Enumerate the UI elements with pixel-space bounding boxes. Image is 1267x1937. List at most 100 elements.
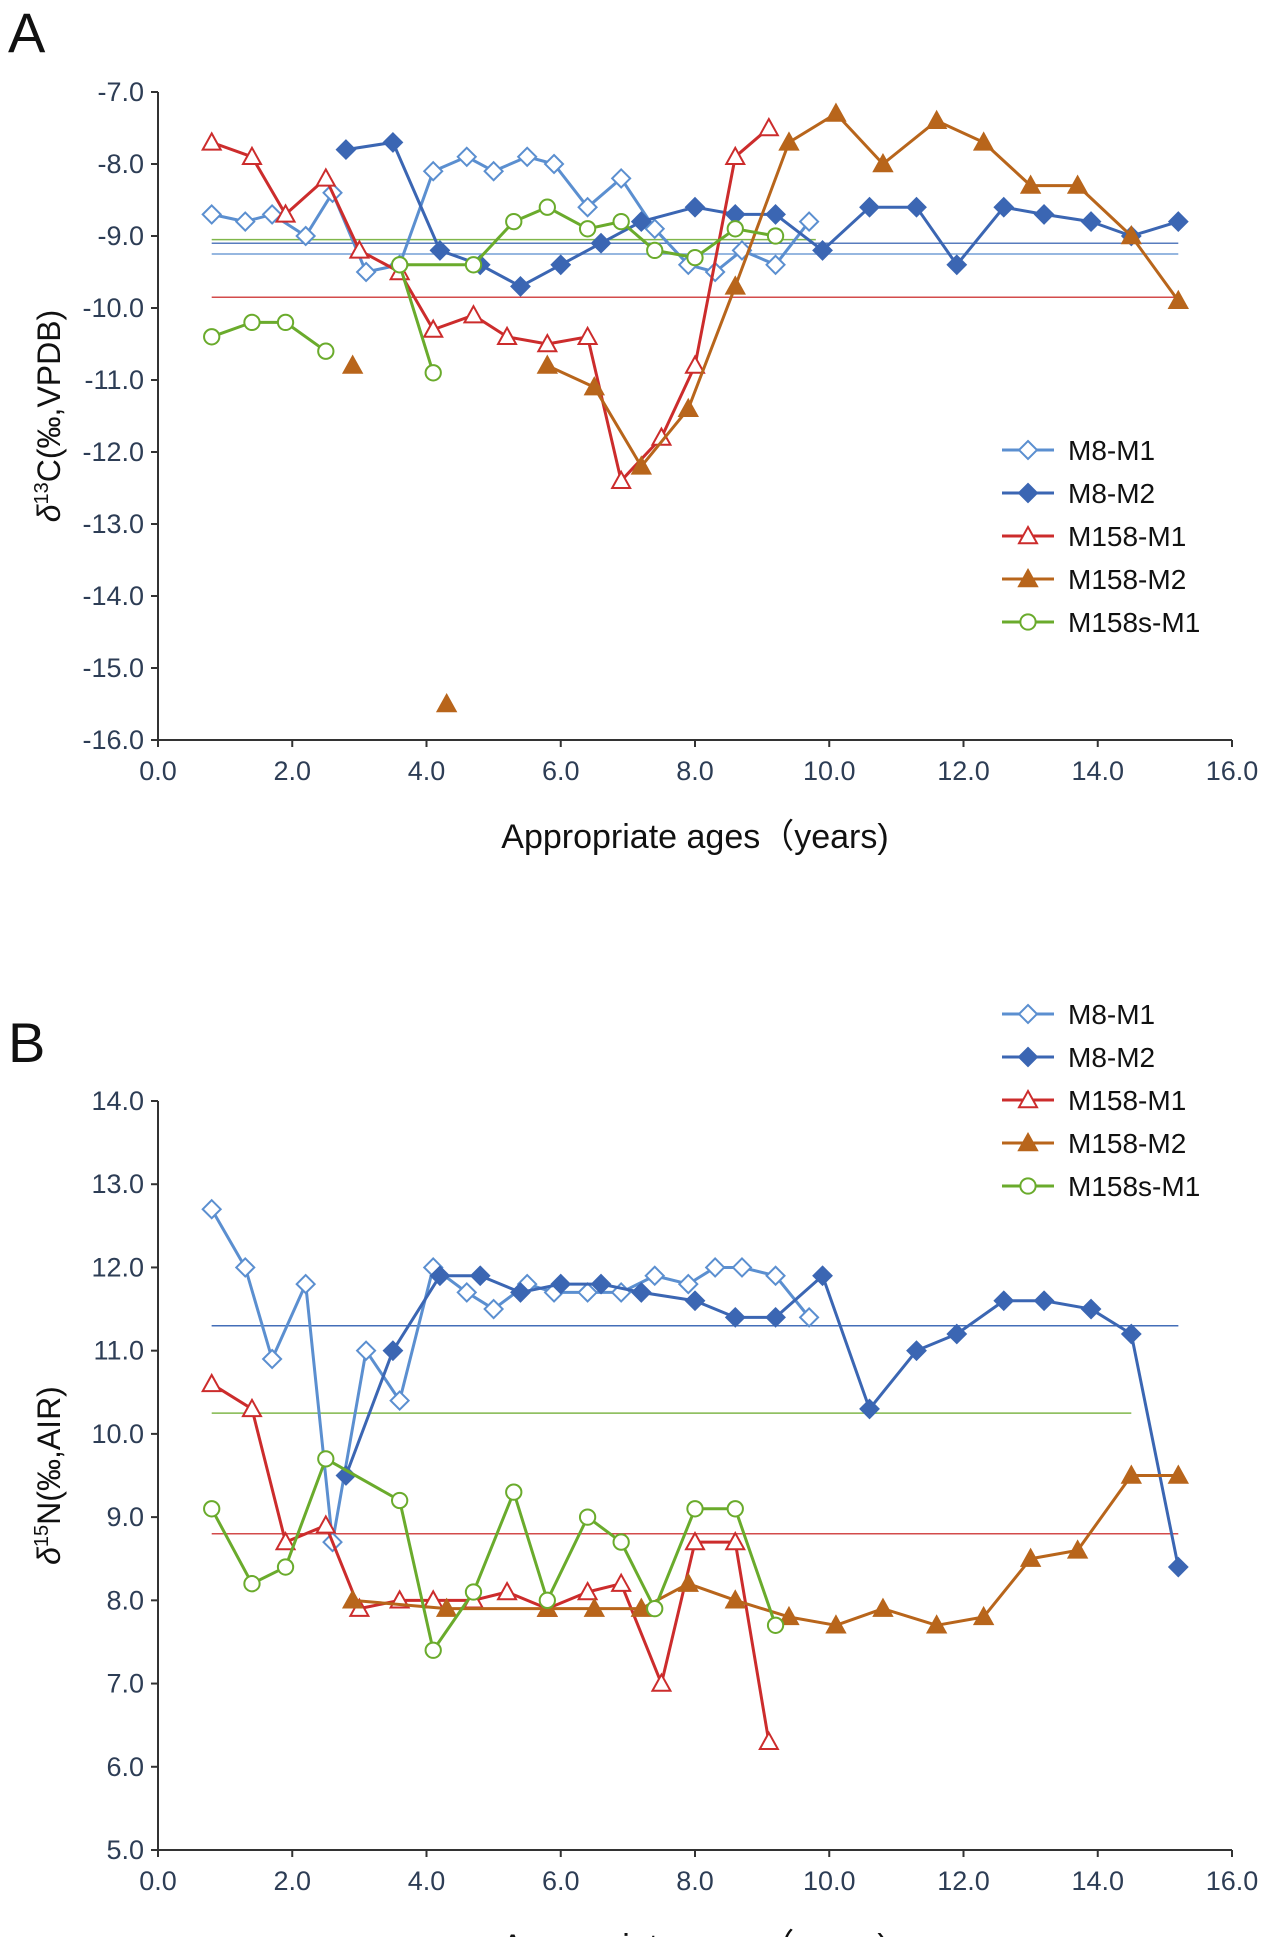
series-m158-m1 [201, 1372, 780, 1751]
data-point [765, 1306, 786, 1328]
y-tick-label: -11.0 [84, 365, 144, 395]
data-point [1167, 211, 1189, 233]
data-point [429, 239, 451, 261]
x-tick-label: 2.0 [273, 756, 311, 786]
x-tick-label: 14.0 [1071, 756, 1124, 786]
data-point [315, 167, 337, 187]
legend-marker [1019, 1177, 1037, 1195]
data-point [577, 1281, 599, 1303]
data-point [483, 160, 505, 182]
x-tick-label: 10.0 [803, 1866, 856, 1896]
data-point [391, 1491, 409, 1510]
data-point [590, 232, 612, 254]
data-point [382, 1340, 404, 1362]
data-point [612, 1533, 630, 1551]
data-point [644, 218, 666, 240]
data-point [1080, 1298, 1102, 1320]
x-tick-label: 10.0 [803, 756, 856, 786]
data-point [510, 275, 531, 297]
data-point [859, 1398, 880, 1420]
data-point [1033, 203, 1055, 225]
data-point [243, 313, 261, 332]
data-point [1167, 289, 1189, 309]
data-point [550, 254, 572, 276]
data-point [1167, 1556, 1189, 1578]
data-point [577, 196, 599, 218]
data-point [686, 248, 704, 267]
legend-label: M158-M1 [1068, 1085, 1186, 1116]
series-m158s-m1 [203, 1450, 785, 1659]
data-point [276, 1558, 295, 1576]
legend-label: M8-M1 [1068, 999, 1155, 1030]
series-line [546, 112, 1180, 468]
data-point [1080, 211, 1102, 233]
data-point [1167, 1464, 1189, 1484]
data-point [435, 1597, 458, 1617]
data-point [859, 196, 880, 218]
data-point [203, 1500, 221, 1518]
data-point [241, 1397, 263, 1418]
data-point [704, 261, 726, 283]
x-tick-label: 16.0 [1206, 1866, 1259, 1896]
data-point [1066, 174, 1089, 194]
data-point [724, 1531, 746, 1551]
y-tick-label: -8.0 [97, 149, 144, 179]
data-point [464, 256, 483, 274]
chart-b-svg: 14.0 13.0 12.0 11.0 10.0 9.0 8.0 7.0 6.0 5.00.0 2.… [31, 999, 1259, 1937]
series-m8-m1 [201, 1198, 820, 1553]
data-point [684, 354, 706, 374]
y-tick-label: -15.0 [82, 653, 144, 683]
data-point [765, 203, 786, 225]
data-point [972, 1605, 995, 1626]
data-point [583, 1597, 606, 1617]
data-point [798, 1306, 820, 1328]
x-tick-label: 14.0 [1071, 1866, 1124, 1896]
data-point [906, 1340, 927, 1362]
y-tick-label: 8.0 [106, 1585, 144, 1615]
data-point [972, 131, 995, 151]
data-point [536, 332, 559, 353]
chart-panel-b: B 14.0 13.0 12.0 11.0 10.0 9.0 8.0 7.0 6.0 5.0 0.0… [0, 960, 1267, 1937]
data-point [261, 203, 283, 225]
legend-marker [1017, 524, 1039, 545]
data-point [726, 1500, 744, 1518]
legend-marker [1019, 613, 1037, 631]
data-point [684, 1531, 706, 1551]
y-axis-label-rest: N(‰,AIR) [31, 1386, 67, 1525]
legend-label: M158-M2 [1068, 1128, 1186, 1159]
y-axis-label-sup: 13 [31, 482, 53, 504]
data-point [295, 1273, 317, 1295]
data-point [578, 220, 597, 238]
data-point [612, 212, 630, 231]
data-point [630, 1281, 652, 1303]
data-point [355, 1340, 377, 1362]
data-point [496, 1580, 518, 1601]
data-point [731, 1257, 753, 1278]
legend-label: M8-M2 [1068, 1042, 1155, 1073]
data-point [335, 139, 357, 161]
data-point [203, 328, 221, 346]
data-point [483, 1298, 505, 1320]
y-tick-label: -16.0 [82, 725, 144, 755]
data-point [543, 153, 565, 175]
data-point [650, 1672, 673, 1692]
data-point [389, 1390, 411, 1412]
data-point [765, 1265, 786, 1287]
data-point [201, 1198, 223, 1220]
data-point [906, 196, 927, 218]
y-tick-label: -10.0 [82, 293, 144, 323]
data-point [1019, 174, 1042, 194]
data-point [510, 1281, 531, 1303]
y-tick-label: -9.0 [97, 221, 144, 251]
data-point [496, 325, 518, 345]
series-m8-m2 [335, 1265, 1189, 1578]
data-point [274, 203, 297, 223]
data-point [435, 692, 458, 713]
y-axis-label-delta: δ [31, 1546, 67, 1565]
x-tick-label: 16.0 [1206, 756, 1259, 786]
data-point [724, 1306, 746, 1328]
data-point [317, 1450, 335, 1468]
data-point [1120, 1464, 1143, 1484]
data-point [1120, 224, 1143, 245]
legend-marker [1017, 567, 1039, 588]
